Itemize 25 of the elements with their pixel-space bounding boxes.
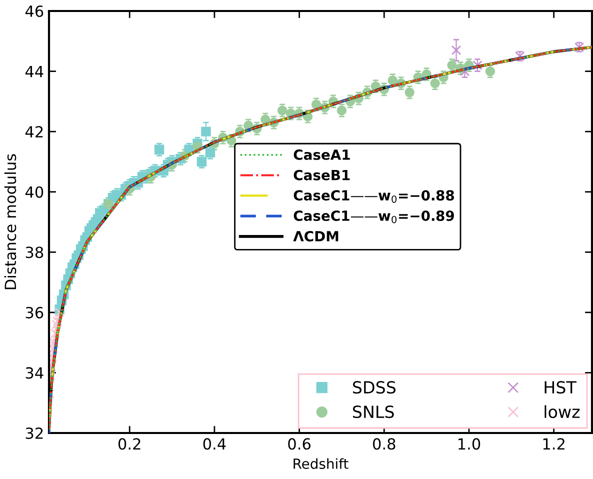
x-axis-title: Redshift <box>294 458 348 469</box>
y-tick-label: 36 <box>26 306 44 318</box>
legend-label: ΛCDM <box>293 230 338 242</box>
y-tick-label: 34 <box>26 367 44 379</box>
y-tick-label: 46 <box>25 5 44 18</box>
y-tick-label: 40 <box>25 186 44 198</box>
y-tick-label: 32 <box>26 427 43 440</box>
x-tick-label: 1.0 <box>458 438 480 450</box>
x-tick-label: 0.6 <box>288 438 310 450</box>
legend-label: CaseC1——w$_{0}$=−0.89 <box>294 210 454 224</box>
legend-label: CaseA1 <box>294 149 350 160</box>
x-tick-label: 0.4 <box>203 438 226 450</box>
y-tick-label: 38 <box>26 246 44 258</box>
y-tick-label: 44 <box>25 66 44 78</box>
y-tick-label: 42 <box>25 126 43 138</box>
x-tick-label: 1.2 <box>543 438 564 450</box>
x-tick-label: 0.8 <box>372 438 396 450</box>
legend-label: lowz <box>544 405 580 418</box>
legend-label: CaseB1 <box>294 170 350 180</box>
x-tick-label: 0.2 <box>118 438 140 450</box>
legend-label: SNLS <box>352 405 394 418</box>
y-axis-title: Distance modulus <box>4 154 16 290</box>
legend-label: SDSS <box>352 381 396 394</box>
legend-label: CaseC1——w$_{0}$=−0.88 <box>294 190 454 203</box>
legend-label: HST <box>544 381 576 394</box>
